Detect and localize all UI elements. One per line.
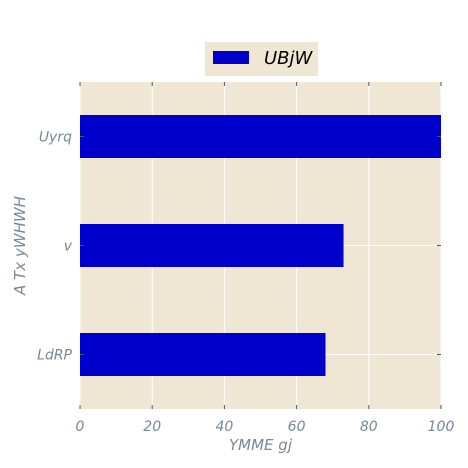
bar-Uyrq: [80, 115, 441, 158]
bar-LdRP: [80, 333, 326, 376]
legend-swatch: [213, 51, 249, 64]
legend: UBjW: [205, 42, 318, 76]
x-axis-label: YMME gj: [229, 436, 293, 454]
y-tick-label: v: [64, 239, 73, 255]
x-tick-label: 40: [215, 419, 233, 435]
x-tick-labels: 0 20 40 60 80 100: [76, 419, 455, 435]
x-tick-label: 80: [360, 419, 378, 435]
x-tick-label: 0: [76, 419, 85, 435]
bar-v: [80, 224, 344, 267]
legend-label: UBjW: [264, 48, 314, 69]
x-tick-label: 100: [428, 419, 455, 435]
y-tick-label: LdRP: [37, 348, 72, 364]
tick-marks: [79, 82, 442, 409]
y-axis-label: A Tx yWHWH: [11, 196, 29, 296]
x-tick-label: 60: [288, 419, 306, 435]
y-tick-labels: Uyrq v LdRP: [37, 130, 73, 364]
x-tick-label: 20: [143, 419, 161, 435]
bars: [80, 115, 441, 376]
y-tick-label: Uyrq: [39, 130, 72, 146]
